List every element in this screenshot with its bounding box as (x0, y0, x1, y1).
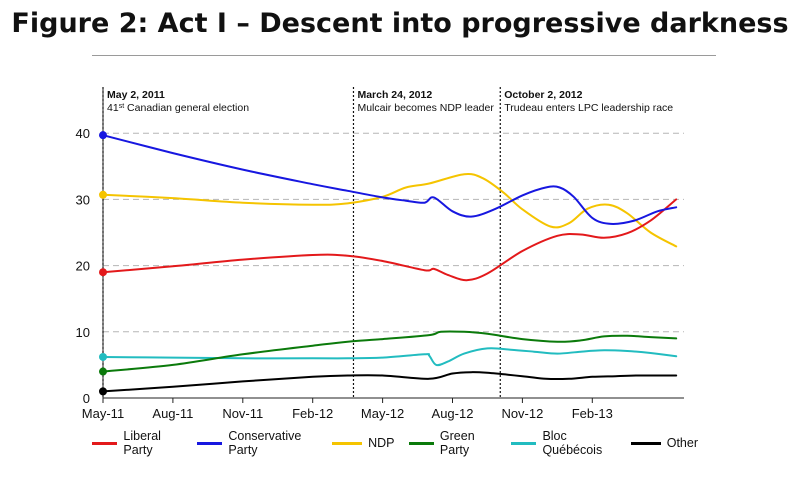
y-tick-label: 40 (76, 126, 90, 141)
legend-swatch (510, 441, 537, 445)
legend-label: Conservative Party (228, 429, 302, 457)
legend-item-green-party: Green Party (408, 429, 497, 457)
legend-label: NDP (368, 436, 395, 450)
x-tick-label: Feb-12 (292, 406, 333, 421)
series-line-ndp (102, 173, 678, 248)
legend-swatch (630, 441, 661, 445)
legend-swatch (92, 441, 118, 445)
y-tick-label: 30 (76, 192, 90, 207)
series-start-point-green-party (99, 367, 107, 376)
x-tick-label: Aug-11 (152, 406, 193, 421)
series-line-other (102, 371, 678, 393)
legend-item-ndp: NDP (332, 436, 395, 450)
x-tick-label: Feb-13 (572, 406, 613, 421)
legend-swatch (196, 441, 223, 445)
legend-item-bloc-quebecois: Bloc Québécois (510, 429, 617, 457)
series-line-conservative-party (102, 134, 678, 225)
series-line-liberal-party (102, 198, 678, 282)
x-tick-label: Nov-11 (222, 406, 263, 421)
legend-label: Bloc Québécois (542, 429, 603, 457)
chart-legend: Liberal Party Conservative Party NDP Green … (92, 429, 712, 457)
y-tick-label: 0 (83, 391, 90, 406)
chart-title: Figure 2: Act I – Descent into progressi… (11, 8, 789, 39)
event-label: Trudeau enters LPC leadership race (504, 102, 673, 114)
event-date: May 2, 2011 (107, 89, 165, 101)
legend-label: Green Party (439, 429, 475, 457)
event-date: October 2, 2012 (504, 89, 582, 101)
legend-item-conservative-party: Conservative Party (196, 429, 318, 457)
legend-swatch (332, 441, 363, 445)
title-divider (92, 55, 716, 56)
event-date: March 24, 2012 (357, 89, 432, 101)
event-label: Mulcair becomes NDP leader (357, 102, 494, 114)
legend-label: Other (666, 436, 698, 450)
x-tick-label: Nov-12 (501, 406, 543, 421)
series-start-point-ndp (99, 190, 107, 199)
x-tick-label: May-12 (361, 406, 404, 421)
legend-swatch (408, 441, 434, 445)
legend-item-other: Other (630, 436, 698, 450)
series-start-point-conservative-party (99, 131, 107, 140)
y-tick-label: 10 (76, 325, 90, 340)
x-tick-label: May-11 (82, 406, 124, 421)
legend-label: Liberal Party (123, 429, 161, 457)
series-start-point-liberal-party (99, 268, 107, 277)
series-start-point-other (99, 387, 107, 396)
series-line-bloc-quebecois (102, 347, 678, 367)
y-tick-label: 20 (76, 259, 90, 274)
series-line-green-party (102, 330, 678, 373)
event-label: 41st Canadian general election (107, 102, 249, 114)
series-start-point-bloc-quebecois (99, 352, 107, 361)
x-tick-label: Aug-12 (432, 406, 474, 421)
legend-item-liberal-party: Liberal Party (92, 429, 183, 457)
